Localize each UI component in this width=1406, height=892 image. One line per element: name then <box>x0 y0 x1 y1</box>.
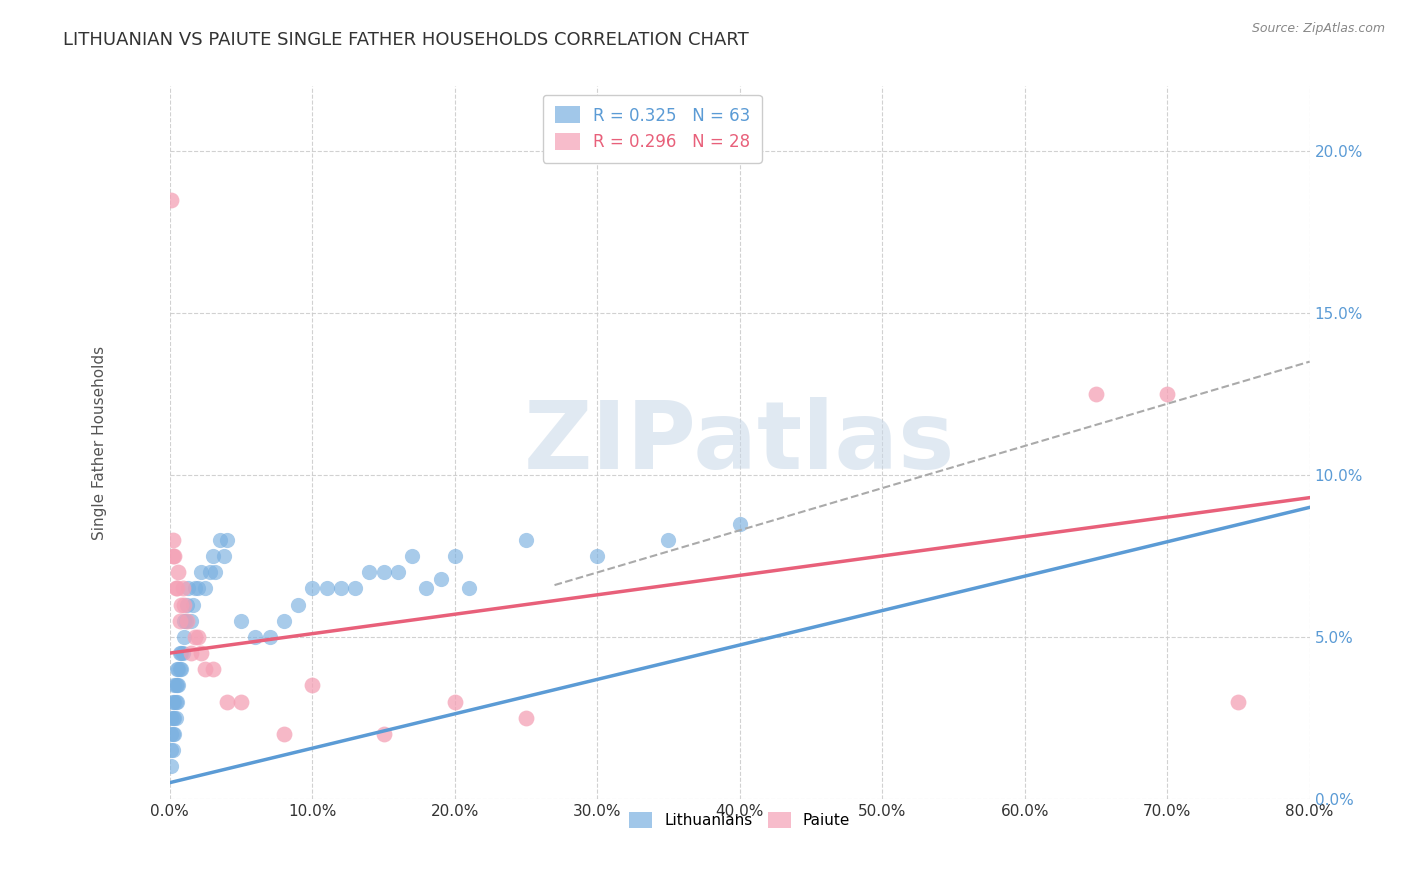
Point <box>194 662 217 676</box>
Point <box>273 727 295 741</box>
Point <box>170 598 193 612</box>
Point <box>198 565 221 579</box>
Point <box>167 678 190 692</box>
Text: Source: ZipAtlas.com: Source: ZipAtlas.com <box>1251 22 1385 36</box>
Point <box>443 695 465 709</box>
Point <box>163 711 186 725</box>
Point <box>160 711 183 725</box>
Point <box>162 727 184 741</box>
Point <box>387 565 409 579</box>
Point <box>657 533 679 547</box>
Point <box>173 630 195 644</box>
Point <box>180 614 202 628</box>
Point <box>212 549 235 563</box>
Point <box>170 662 193 676</box>
Point <box>166 662 188 676</box>
Point <box>163 727 186 741</box>
Point <box>167 662 190 676</box>
Point <box>187 630 209 644</box>
Point <box>173 598 195 612</box>
Point <box>165 678 187 692</box>
Point <box>301 678 323 692</box>
Point <box>184 582 207 596</box>
Point <box>166 678 188 692</box>
Point <box>401 549 423 563</box>
Point <box>181 598 204 612</box>
Point <box>163 549 186 563</box>
Point <box>160 193 183 207</box>
Point <box>184 630 207 644</box>
Point <box>229 695 252 709</box>
Text: ZIPatlas: ZIPatlas <box>524 397 956 489</box>
Point <box>190 565 212 579</box>
Text: LITHUANIAN VS PAIUTE SINGLE FATHER HOUSEHOLDS CORRELATION CHART: LITHUANIAN VS PAIUTE SINGLE FATHER HOUSE… <box>63 31 749 49</box>
Point <box>373 727 395 741</box>
Point <box>162 533 184 547</box>
Point <box>301 582 323 596</box>
Legend: Lithuanians, Paiute: Lithuanians, Paiute <box>623 805 856 834</box>
Point <box>180 646 202 660</box>
Point <box>359 565 381 579</box>
Point <box>167 565 190 579</box>
Point <box>315 582 337 596</box>
Point <box>160 743 183 757</box>
Point <box>415 582 437 596</box>
Point <box>273 614 295 628</box>
Point <box>329 582 352 596</box>
Point <box>458 582 481 596</box>
Point <box>259 630 281 644</box>
Point <box>1084 387 1107 401</box>
Point <box>229 614 252 628</box>
Point <box>443 549 465 563</box>
Point <box>176 614 198 628</box>
Point <box>162 743 184 757</box>
Point <box>728 516 751 531</box>
Point <box>163 678 186 692</box>
Point <box>162 711 184 725</box>
Point <box>174 614 197 628</box>
Point <box>176 598 198 612</box>
Point <box>165 582 187 596</box>
Point <box>160 759 183 773</box>
Point <box>215 533 238 547</box>
Point <box>204 565 226 579</box>
Point <box>166 695 188 709</box>
Point <box>163 695 186 709</box>
Point <box>190 646 212 660</box>
Point <box>215 695 238 709</box>
Point <box>165 711 187 725</box>
Point <box>169 646 191 660</box>
Point <box>373 565 395 579</box>
Point <box>170 646 193 660</box>
Point <box>173 614 195 628</box>
Point <box>245 630 267 644</box>
Point <box>208 533 231 547</box>
Point <box>586 549 609 563</box>
Point <box>1156 387 1178 401</box>
Point <box>201 662 224 676</box>
Point <box>515 533 537 547</box>
Point <box>169 662 191 676</box>
Point <box>172 646 194 660</box>
Point <box>169 614 191 628</box>
Point <box>187 582 209 596</box>
Point <box>177 582 200 596</box>
Point <box>165 695 187 709</box>
Point <box>429 572 451 586</box>
Point <box>194 582 217 596</box>
Point <box>344 582 367 596</box>
Point <box>162 549 184 563</box>
Y-axis label: Single Father Households: Single Father Households <box>93 345 107 540</box>
Point <box>166 582 188 596</box>
Point <box>1227 695 1250 709</box>
Point <box>172 582 194 596</box>
Point <box>162 695 184 709</box>
Point <box>160 727 183 741</box>
Point <box>201 549 224 563</box>
Point <box>515 711 537 725</box>
Point <box>287 598 309 612</box>
